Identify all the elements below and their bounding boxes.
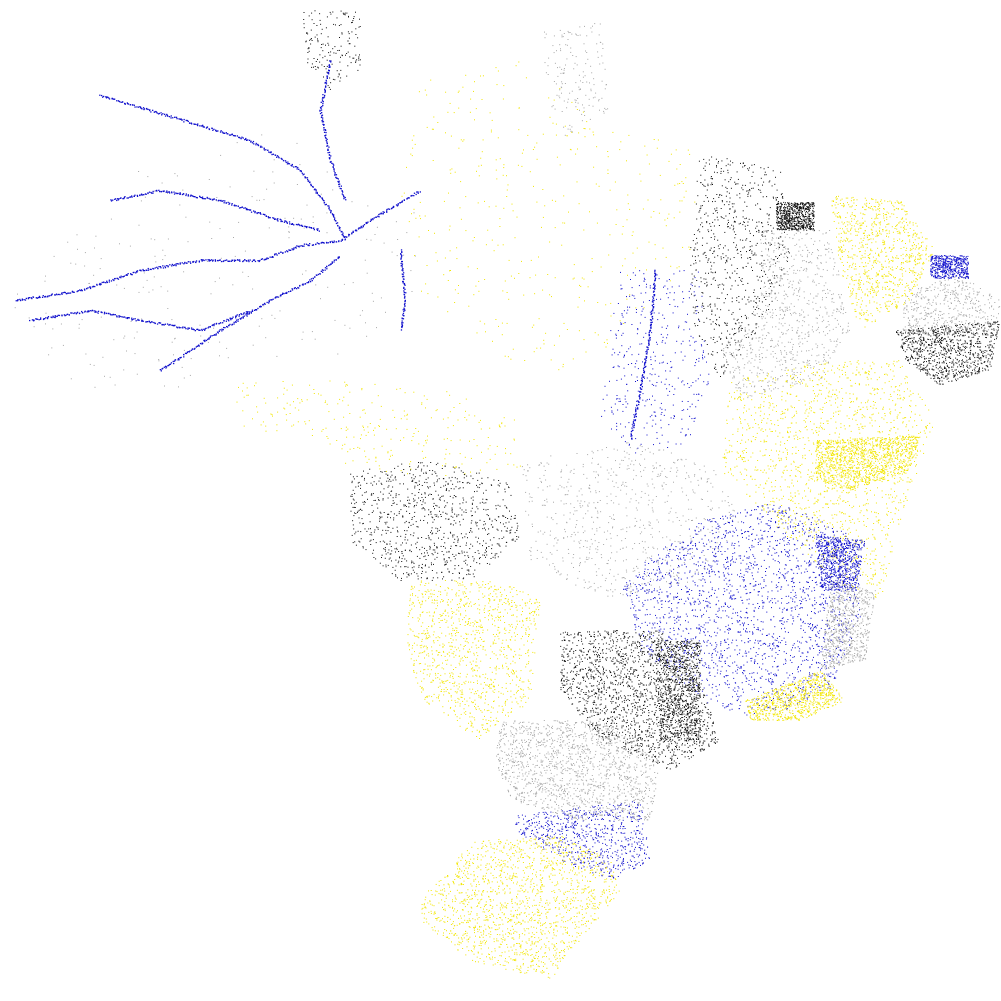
river-tocantins — [630, 269, 657, 440]
region-rs — [421, 836, 620, 979]
river-amazonas — [15, 191, 421, 302]
region-tocantins — [601, 270, 710, 454]
region-bahia-dense — [815, 435, 920, 491]
river-japura — [110, 189, 320, 232]
region-mt-base — [236, 380, 521, 476]
region-parana — [496, 720, 659, 821]
region-amazonas-base — [14, 134, 416, 388]
region-minas-east — [815, 535, 865, 591]
region-maranhao — [690, 156, 790, 377]
map-regions — [14, 10, 1001, 979]
region-mt-cluster — [350, 462, 520, 581]
region-paraiba-gray — [900, 276, 1001, 336]
region-roraima — [303, 10, 361, 90]
region-ceara — [831, 195, 933, 328]
region-amapa — [544, 23, 609, 136]
river-tapajos — [400, 249, 407, 331]
region-ceara-dark — [776, 202, 815, 231]
region-es — [821, 580, 876, 670]
region-goias — [521, 442, 739, 597]
region-paraiba — [896, 320, 1000, 385]
map-rivers — [15, 60, 657, 440]
river-madeira — [159, 256, 340, 372]
region-sc — [515, 801, 650, 879]
river-negro — [99, 94, 346, 241]
region-ms — [407, 580, 541, 739]
region-rn — [930, 255, 969, 279]
region-piaui — [723, 230, 850, 399]
river-branco — [319, 60, 347, 201]
region-sp-core — [655, 640, 701, 741]
region-rj — [745, 671, 843, 721]
region-minas — [623, 504, 861, 716]
river-purus — [29, 309, 251, 332]
region-para — [401, 61, 696, 371]
